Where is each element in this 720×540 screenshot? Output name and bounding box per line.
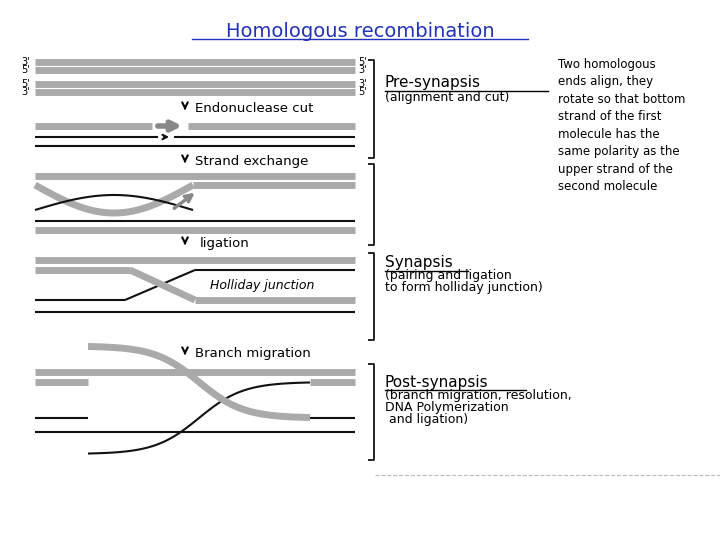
Text: 3': 3': [22, 57, 30, 67]
Text: 5': 5': [358, 87, 366, 97]
Text: Two homologous
ends align, they
rotate so that bottom
strand of the first
molecu: Two homologous ends align, they rotate s…: [558, 58, 685, 193]
Text: 5': 5': [22, 65, 30, 75]
Text: Post-synapsis: Post-synapsis: [385, 375, 489, 389]
Text: 3': 3': [358, 65, 366, 75]
Text: (branch migration, resolution,: (branch migration, resolution,: [385, 389, 572, 402]
Text: DNA Polymerization: DNA Polymerization: [385, 402, 508, 415]
Text: 3': 3': [22, 87, 30, 97]
Text: Branch migration: Branch migration: [195, 348, 311, 361]
Text: ligation: ligation: [200, 238, 250, 251]
Text: Endonuclease cut: Endonuclease cut: [195, 103, 313, 116]
Text: Homologous recombination: Homologous recombination: [225, 22, 495, 41]
Text: Synapsis: Synapsis: [385, 255, 453, 271]
Text: Holliday junction: Holliday junction: [210, 279, 315, 292]
Text: 5': 5': [358, 57, 366, 67]
Text: (pairing and ligation: (pairing and ligation: [385, 269, 512, 282]
Text: to form holliday junction): to form holliday junction): [385, 280, 543, 294]
Text: 5': 5': [22, 79, 30, 89]
Text: Strand exchange: Strand exchange: [195, 156, 308, 168]
Text: and ligation): and ligation): [385, 414, 468, 427]
Text: (alignment and cut): (alignment and cut): [385, 91, 509, 104]
Text: Pre-synapsis: Pre-synapsis: [385, 76, 481, 91]
Text: 3': 3': [358, 79, 366, 89]
